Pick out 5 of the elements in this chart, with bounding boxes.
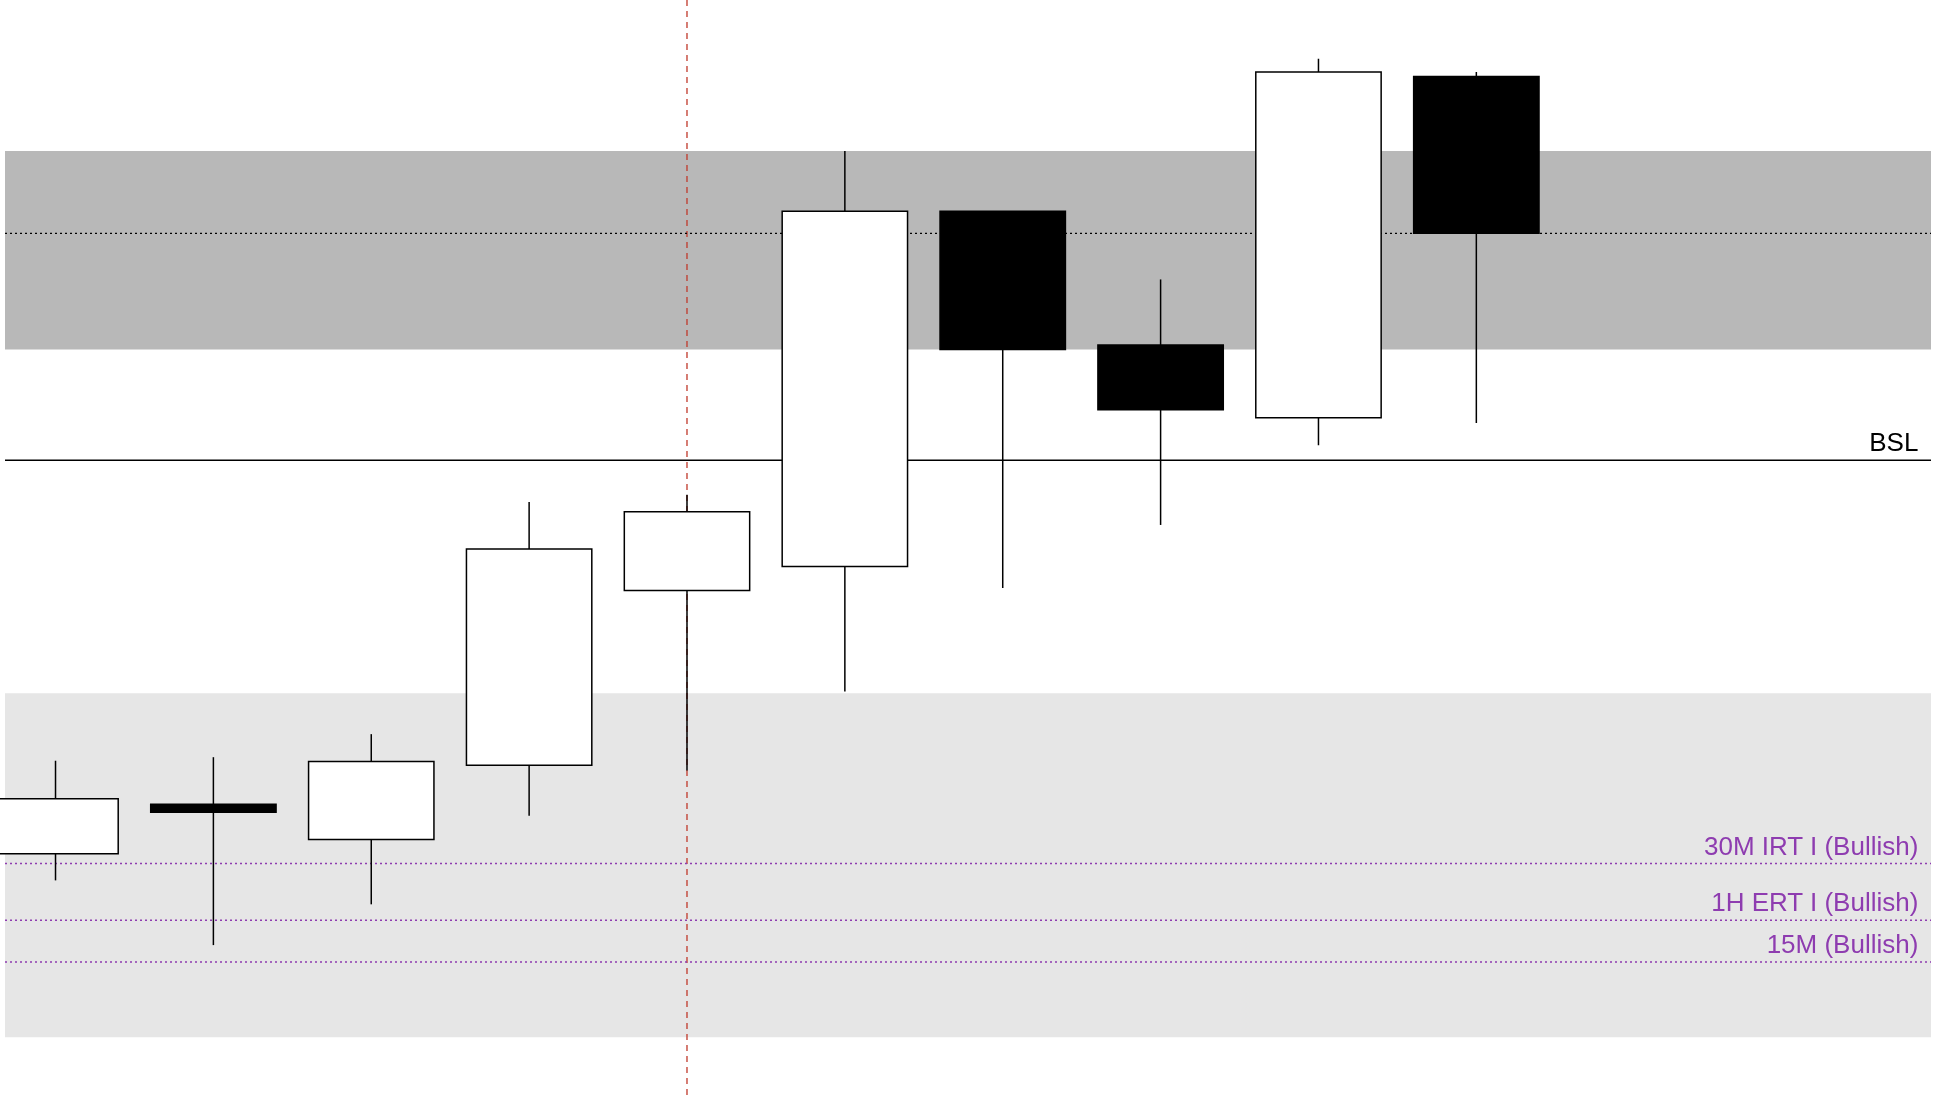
ref-line-label: 15M (Bullish): [1766, 928, 1919, 959]
ref-line-label: 1H ERT I (Bullish): [1711, 887, 1919, 918]
ref-line-label: BSL: [1869, 427, 1919, 458]
ref-line-label: 30M IRT I (Bullish): [1704, 830, 1919, 861]
candlestick: [149, 756, 277, 946]
